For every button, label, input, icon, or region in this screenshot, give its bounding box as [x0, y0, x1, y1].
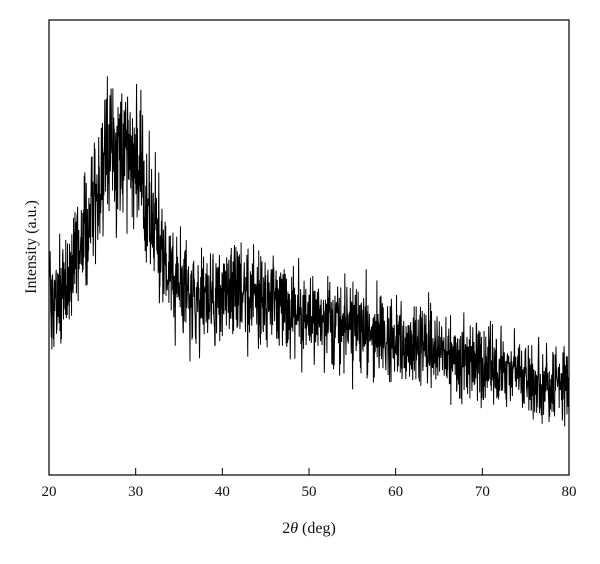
- x-axis-ticks: [48, 468, 570, 475]
- series-line: [48, 76, 570, 427]
- x-axis-tick-labels: 20 30 40 50 60 70 80: [42, 484, 577, 500]
- intensity-trace: [48, 76, 570, 427]
- x-tick-label-60: 60: [388, 484, 403, 500]
- x-axis-label: 2θ (deg): [282, 520, 336, 537]
- x-tick-label-30: 30: [128, 484, 143, 500]
- x-axis-label-suffix: (deg): [298, 520, 336, 537]
- x-tick-label-80: 80: [562, 484, 577, 500]
- x-axis-label-symbol: θ: [290, 520, 298, 537]
- x-tick-label-40: 40: [215, 484, 230, 500]
- x-tick-label-20: 20: [42, 484, 57, 500]
- x-axis-label-prefix: 2: [282, 520, 290, 537]
- y-axis-label: Intensity (a.u.): [23, 200, 40, 294]
- x-tick-label-50: 50: [302, 484, 317, 500]
- plot-frame: [48, 19, 570, 476]
- x-tick-label-70: 70: [475, 484, 490, 500]
